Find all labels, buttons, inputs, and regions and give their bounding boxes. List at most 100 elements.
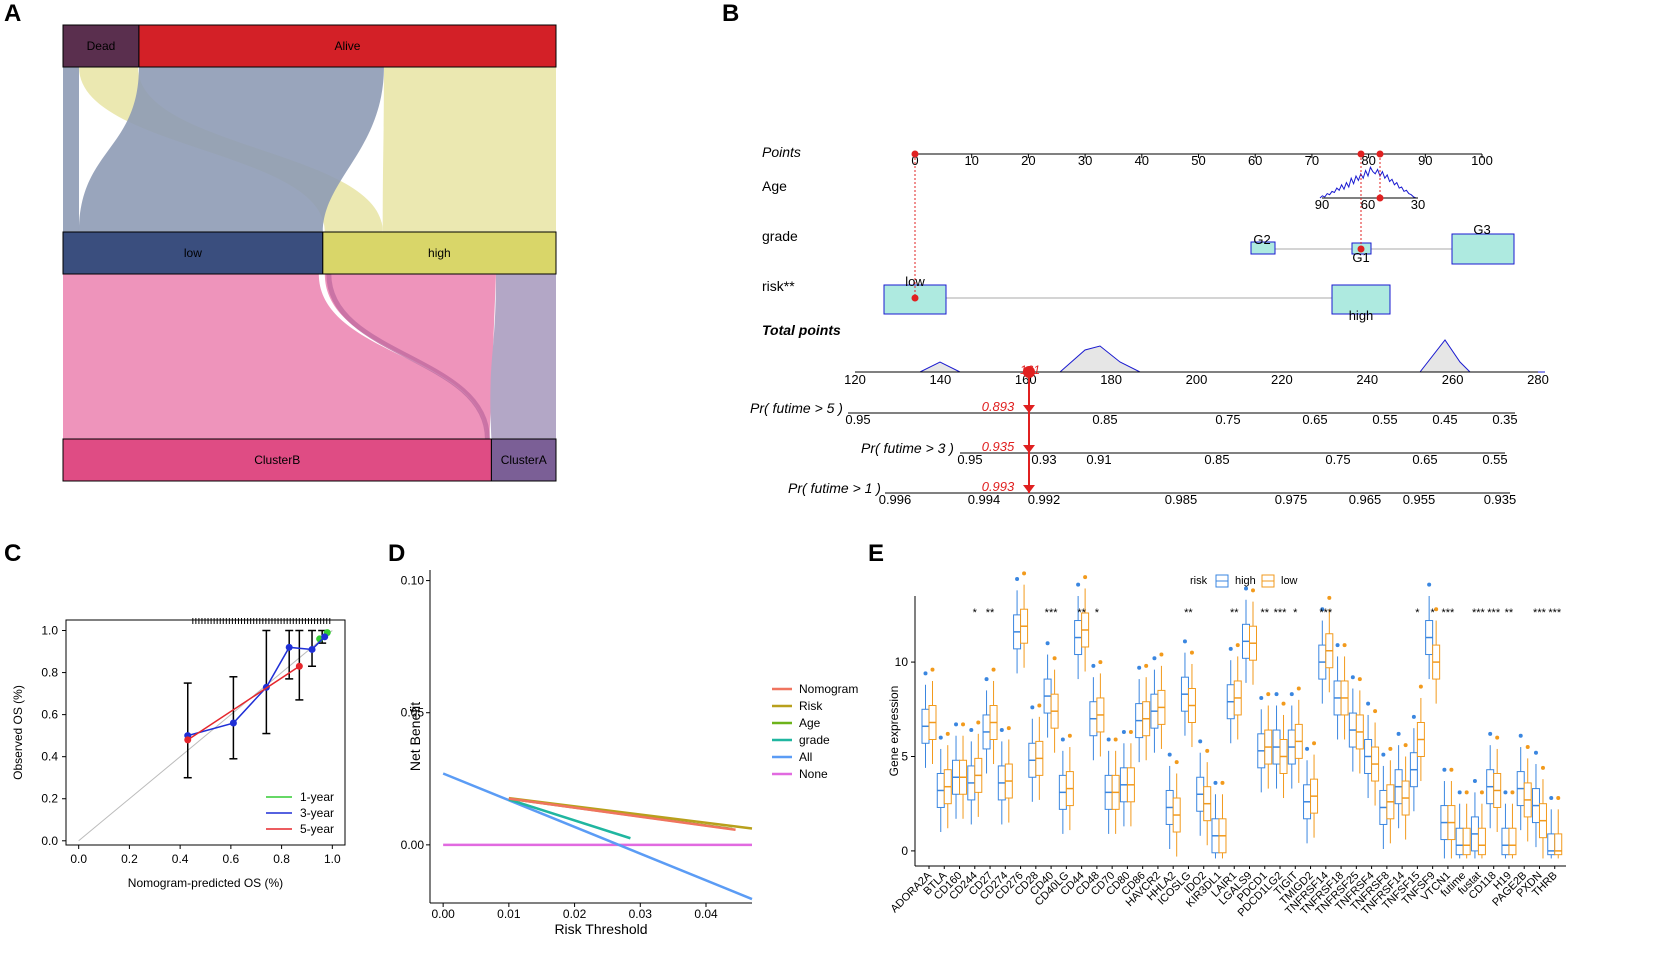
box-outlier — [1274, 692, 1279, 697]
x-axis-title: Risk Threshold — [554, 921, 647, 937]
sankey-node-label: ClusterB — [254, 453, 300, 467]
box-outlier — [1457, 790, 1462, 795]
panel-label-d: D — [388, 540, 406, 567]
box-outlier — [1067, 733, 1072, 738]
box-outlier — [1518, 733, 1523, 738]
x-tick-label: 0.0 — [70, 852, 87, 866]
probability-tick-label: 0.55 — [1372, 412, 1397, 427]
calibration-chart: 0.0 0.2 0.4 0.6 0.8 1.0 0.0 0.2 0.4 0.6 0.8 1.0 Nomo… — [11, 618, 346, 890]
box-outlier — [1137, 665, 1142, 670]
age-tick-label: 60 — [1361, 197, 1375, 212]
box-body — [1508, 827, 1517, 856]
nomogram-row-label: Points — [762, 144, 801, 160]
flow-low-clusterb — [63, 274, 487, 439]
calibration-point — [295, 662, 303, 670]
probability-tick-label: 0.95 — [845, 412, 870, 427]
box-outlier — [1442, 767, 1447, 772]
probability-tick-label: 0.91 — [1086, 452, 1111, 467]
probability-tick-label: 0.55 — [1482, 452, 1507, 467]
box-outlier — [1220, 780, 1225, 785]
legend-label: 5-year — [300, 822, 334, 836]
legend-label: 3-year — [300, 806, 334, 820]
points-tick-label: 100 — [1471, 153, 1493, 168]
points-tick-label: 40 — [1135, 153, 1149, 168]
box-outlier — [1381, 752, 1386, 757]
significance-label: * — [1095, 607, 1100, 619]
y-tick-label: 0 — [901, 844, 908, 858]
significance-label: * — [973, 607, 978, 619]
y-tick-label: 0.05 — [401, 706, 425, 720]
x-tick-label: 0.04 — [694, 907, 718, 921]
sankey-chart: Dead Alive low high ClusterB ClusterA — [62, 24, 557, 482]
box-outlier — [1312, 741, 1317, 746]
probability-tick-label: 0.65 — [1302, 412, 1327, 427]
y-tick-label: 0.8 — [41, 666, 58, 680]
points-tick-label: 60 — [1248, 153, 1262, 168]
sankey-node-low — [62, 231, 324, 275]
box-outlier — [930, 667, 935, 672]
flow-high-clustera — [490, 274, 556, 439]
panel-label-e: E — [868, 540, 885, 567]
decision-curve-chart: 0.00 0.01 0.02 0.03 0.04 0.00 0.05 0.10 Risk Thr… — [401, 570, 858, 937]
box-outlier — [1289, 692, 1294, 697]
boxplot-legend: risk high low — [1190, 574, 1298, 588]
box-outlier — [1366, 701, 1371, 706]
box-outlier — [1488, 731, 1493, 736]
box-outlier — [1396, 731, 1401, 736]
calibration-ideal-line — [78, 630, 333, 842]
box-outlier — [1533, 750, 1538, 755]
total-points-marker — [1023, 366, 1035, 378]
calibration-point — [184, 736, 192, 744]
legend-label: grade — [799, 733, 830, 747]
calibration-point — [229, 719, 237, 727]
total-points-density — [855, 339, 1545, 373]
box-outlier — [1510, 790, 1515, 795]
box-outlier — [1259, 695, 1264, 700]
box-outlier — [1266, 692, 1271, 697]
significance-label: ** — [1184, 607, 1193, 619]
x-tick-label: 0.4 — [172, 852, 189, 866]
box-outlier — [1296, 686, 1301, 691]
age-tick-label: 90 — [1315, 197, 1329, 212]
box-outlier — [1244, 586, 1248, 591]
x-tick-label: 1.0 — [324, 852, 341, 866]
box-outlier — [1213, 780, 1218, 785]
box-outlier — [1030, 705, 1035, 710]
sankey-node-clustera — [490, 438, 557, 482]
box-outlier — [923, 671, 928, 676]
box-outlier — [1320, 607, 1325, 612]
probability-tick-label: 0.985 — [1165, 492, 1198, 507]
significance-label: ** — [1260, 607, 1269, 619]
box-outlier — [1281, 701, 1286, 706]
box-body — [1501, 827, 1510, 856]
legend-label: Nomogram — [799, 682, 858, 696]
total-tick-label: 240 — [1356, 372, 1378, 387]
y-tick-label: 5 — [901, 749, 908, 763]
legend-label: Age — [799, 716, 821, 730]
risk-box-high — [1331, 284, 1391, 315]
significance-label: *** — [1045, 607, 1059, 619]
total-tick-label: 280 — [1527, 372, 1549, 387]
calibration-point — [308, 645, 316, 653]
nomogram-chart: Points Age grade risk** Total points Pr( futi… — [750, 144, 1549, 507]
total-tick-label: 260 — [1442, 372, 1464, 387]
probability-tick-label: 0.95 — [957, 452, 982, 467]
total-tick-label: 200 — [1186, 372, 1208, 387]
total-tick-label: 120 — [844, 372, 866, 387]
probability-tick-label: 0.75 — [1325, 452, 1350, 467]
box-outlier — [1045, 641, 1050, 646]
nomogram-row-label: grade — [762, 228, 798, 244]
nomogram-marker — [1376, 194, 1384, 202]
significance-label: ** — [986, 607, 995, 619]
calibration-plot-frame — [65, 619, 346, 846]
box-outlier — [1205, 748, 1210, 753]
probability-value: 0.893 — [982, 399, 1015, 414]
box-outlier — [1327, 595, 1332, 600]
significance-label: ** — [1077, 607, 1086, 619]
probability-value: 0.993 — [982, 479, 1015, 494]
box-outlier — [1342, 643, 1347, 648]
box-outlier — [1060, 737, 1065, 742]
points-tick-label: 90 — [1418, 153, 1432, 168]
probability-marker — [1023, 445, 1035, 453]
